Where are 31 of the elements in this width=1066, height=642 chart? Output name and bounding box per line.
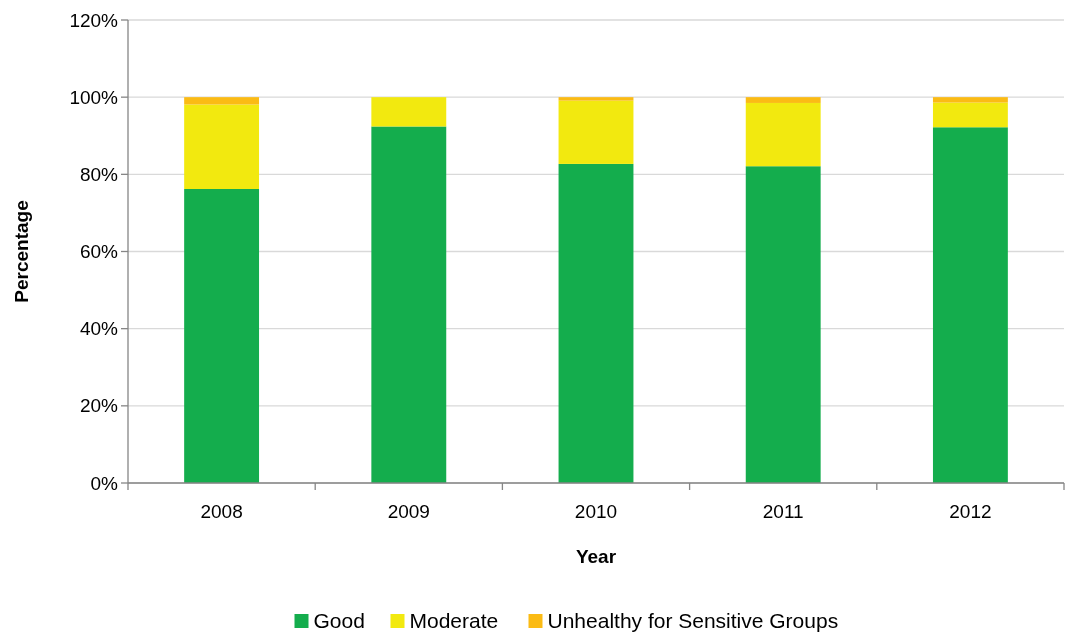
bar [371, 126, 447, 483]
bar [932, 102, 1008, 128]
x-tick-label: 2012 [949, 501, 992, 522]
bar [558, 163, 634, 483]
y-tick-label: 120% [69, 9, 119, 31]
bar [932, 127, 1008, 483]
x-tick-label: 2011 [762, 501, 804, 522]
legend-label: Unhealthy for Sensitive Groups [547, 609, 839, 632]
y-tick-label: 20% [79, 395, 119, 417]
bar [932, 97, 1008, 103]
x-axis-title: Year [575, 546, 617, 567]
y-tick-label: 60% [79, 241, 119, 263]
y-tick-label: 100% [69, 86, 119, 108]
legend-label: Moderate [409, 609, 499, 632]
bar [184, 189, 260, 483]
x-tick-label: 2008 [200, 501, 243, 522]
bar [184, 97, 260, 105]
bar [745, 166, 821, 483]
bar [745, 97, 821, 103]
bar [184, 104, 260, 189]
y-tick-label: 80% [79, 163, 119, 185]
y-tick-label: 0% [90, 472, 119, 494]
y-axis-title: Percentage [11, 200, 32, 303]
bar [558, 100, 634, 164]
x-tick-label: 2010 [574, 501, 618, 522]
x-tick-label: 2009 [387, 501, 430, 522]
bar [371, 97, 447, 127]
bar [745, 102, 821, 167]
bar [558, 97, 634, 101]
legend-label: Good [313, 609, 365, 632]
y-tick-label: 40% [79, 318, 119, 340]
